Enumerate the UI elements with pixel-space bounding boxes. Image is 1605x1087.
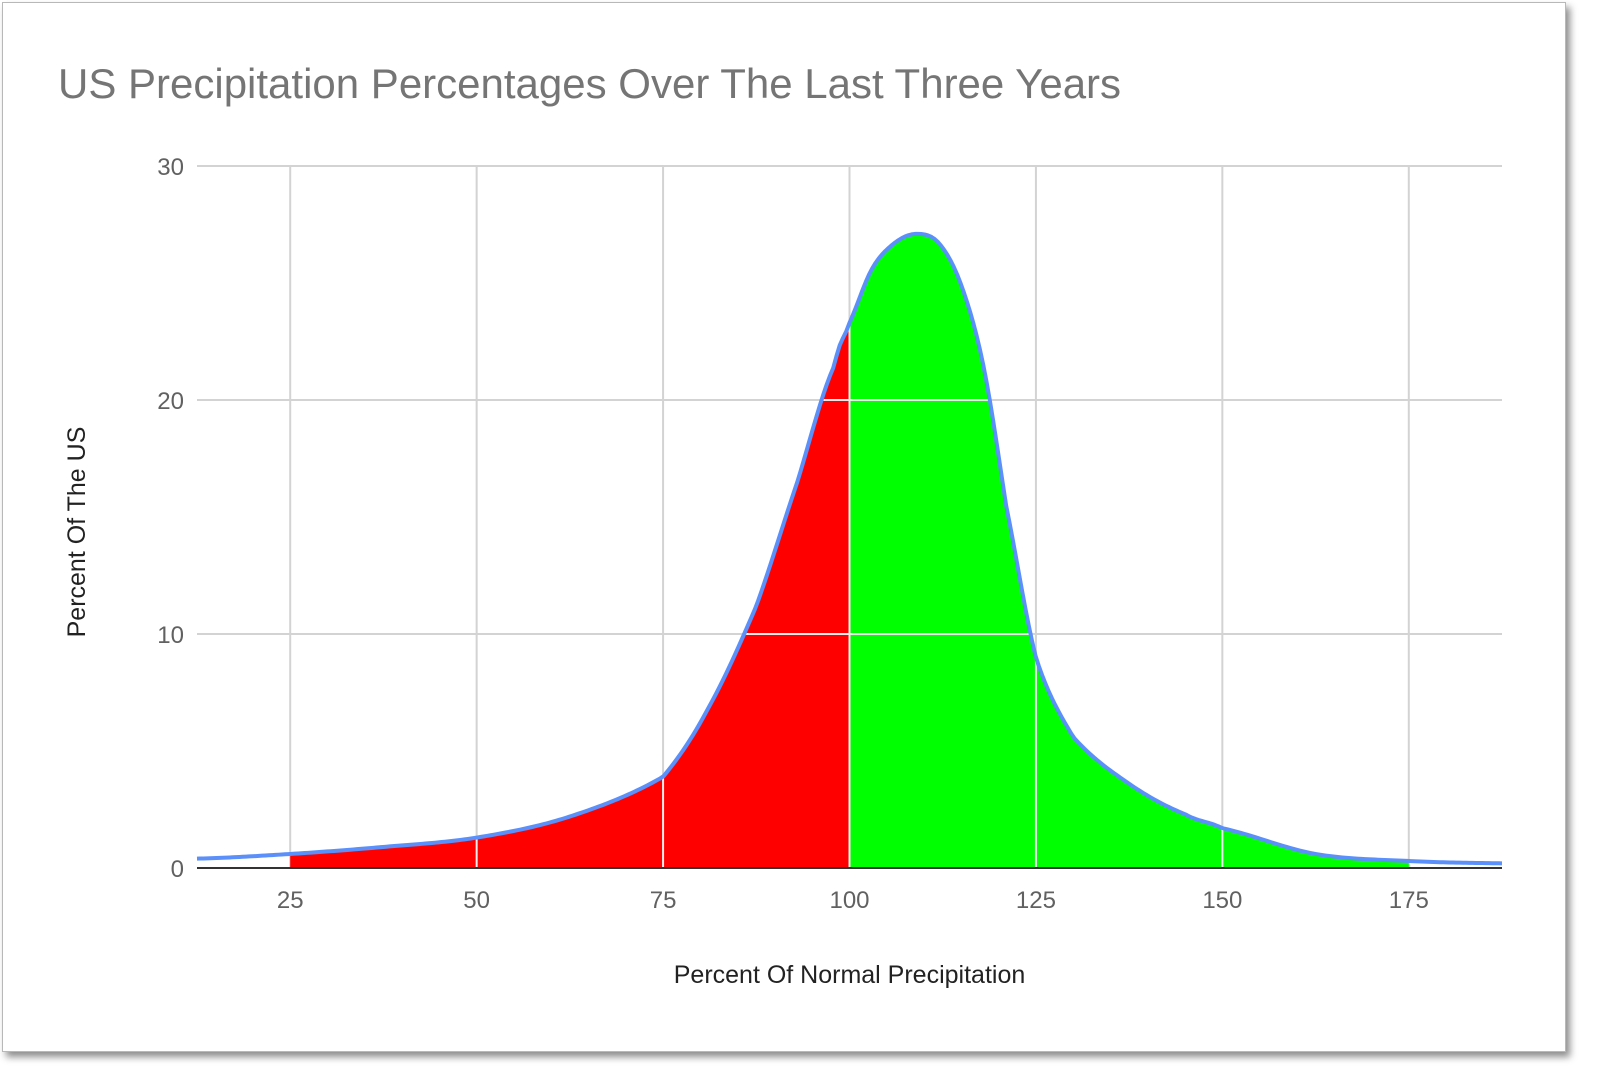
y-tick-label: 0 xyxy=(171,856,184,883)
y-axis-label: Percent Of The US xyxy=(63,427,91,638)
x-tick-label: 175 xyxy=(1389,887,1429,914)
y-tick-labels: 0 10 20 30 xyxy=(157,154,184,883)
x-tick-label: 25 xyxy=(277,887,304,914)
chart-title: US Precipitation Percentages Over The La… xyxy=(58,60,1122,107)
x-tick-labels: 25 50 75 100 125 150 175 xyxy=(277,887,1429,914)
series-line xyxy=(196,231,1503,866)
x-tick-label: 100 xyxy=(829,887,869,914)
area-fills xyxy=(290,233,1409,868)
series-lines xyxy=(196,231,1503,866)
y-tick-label: 10 xyxy=(157,622,184,649)
x-tick-label: 125 xyxy=(1016,887,1056,914)
y-tick-label: 30 xyxy=(157,154,184,181)
x-axis-label: Percent Of Normal Precipitation xyxy=(674,961,1026,989)
above-normal-area xyxy=(849,233,1409,868)
below-normal-area xyxy=(290,322,850,868)
x-tick-label: 75 xyxy=(650,887,677,914)
x-tick-label: 150 xyxy=(1202,887,1242,914)
x-tick-label: 50 xyxy=(463,887,490,914)
y-tick-label: 20 xyxy=(157,388,184,415)
